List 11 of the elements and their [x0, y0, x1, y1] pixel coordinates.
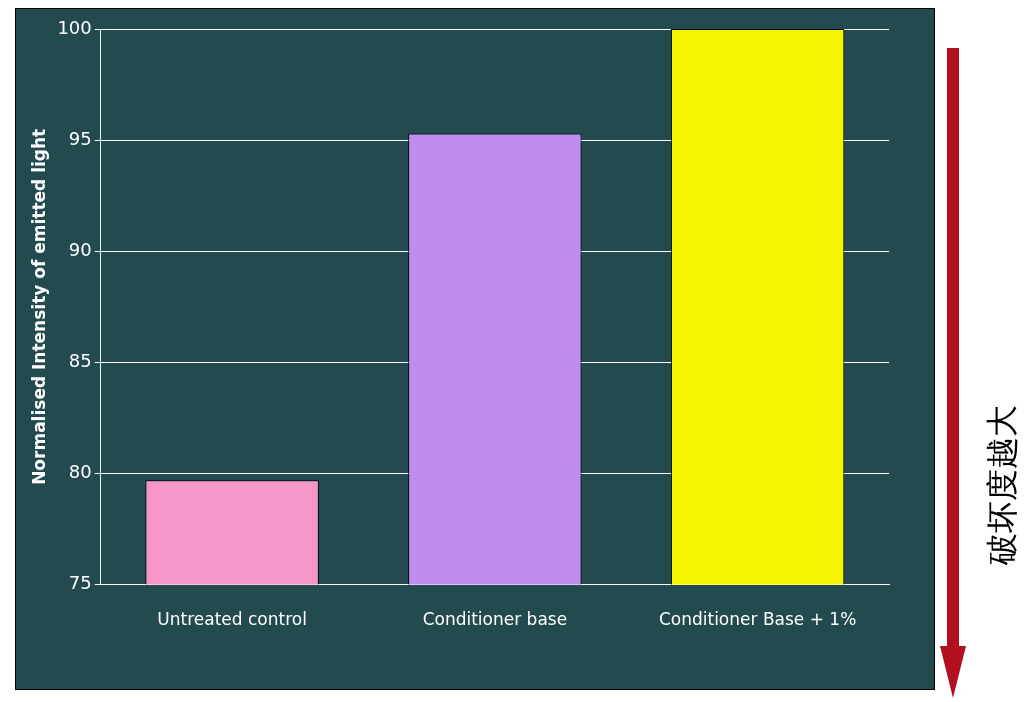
y-tick-label: 100 [57, 16, 92, 38]
text: 破坏度越大 [982, 405, 1022, 565]
y-axis-title: Normalised Intensity of emitted light [28, 128, 49, 485]
y-tick-label: 90 [68, 238, 92, 260]
y-tick-label: 85 [68, 350, 92, 372]
x-tick-label: Untreated control [157, 609, 307, 630]
x-tick-label: Conditioner Base + 1% [658, 609, 857, 630]
y-tick-label: 80 [68, 461, 92, 483]
y-tick-label: 95 [68, 127, 92, 149]
y-tick-label: 75 [68, 572, 92, 594]
x-tick-label: Conditioner base [422, 609, 568, 630]
